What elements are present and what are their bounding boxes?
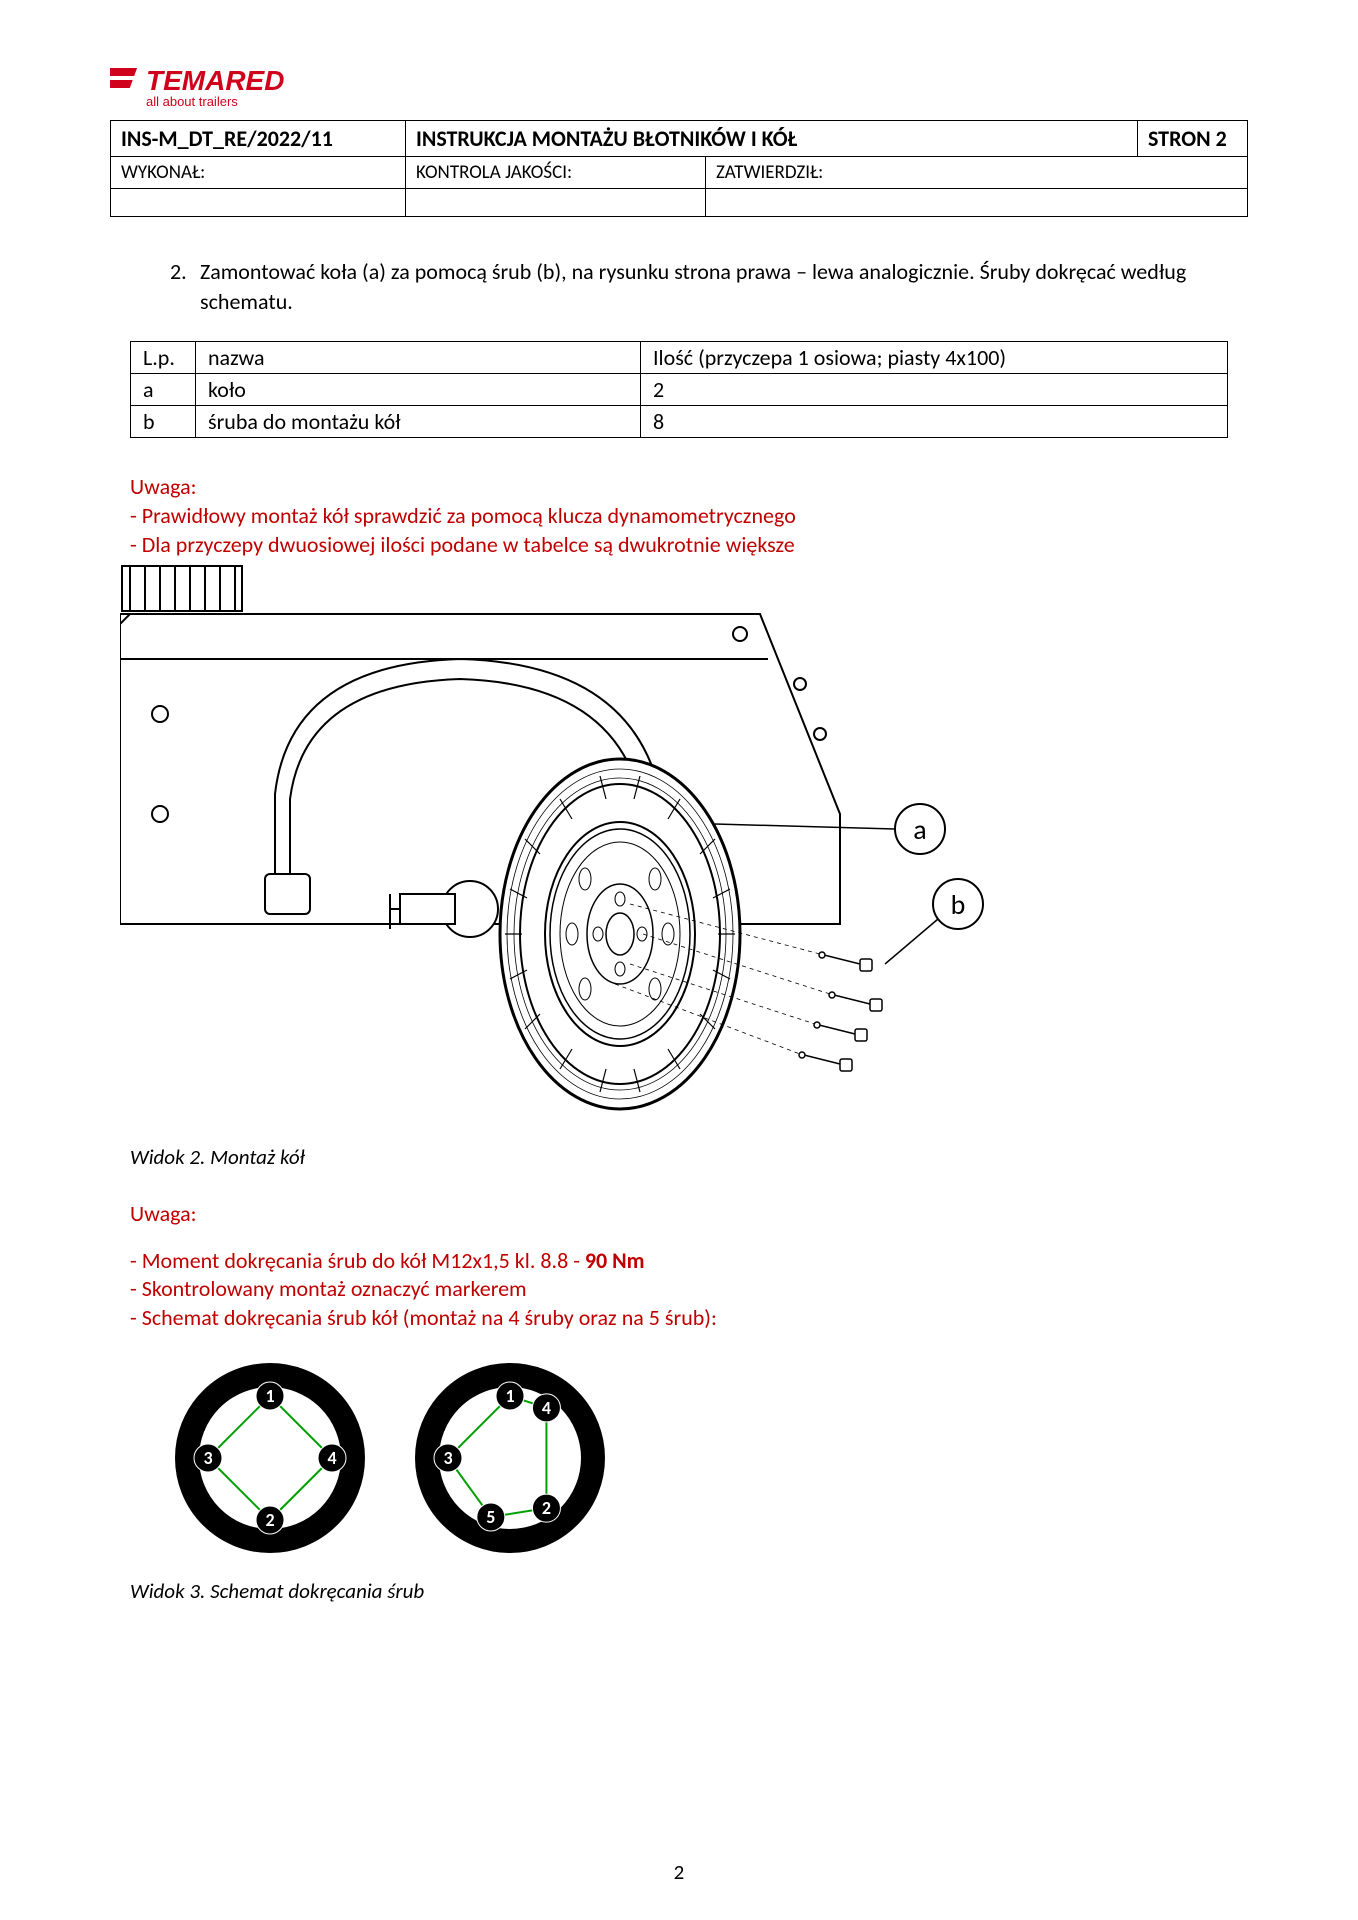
step-num: 2. [170,257,200,316]
header-zatwierdzil: ZATWIERDZIŁ: [706,157,1248,189]
svg-text:1: 1 [505,1385,514,1407]
parts-header-lp: L.p. [131,342,196,374]
step-text: Zamontować koła (a) za pomocą śrub (b), … [200,257,1228,316]
warning-2-line-1a: - Moment dokręcania śrub do kół M12x1,5 … [130,1247,585,1274]
parts-row-a-lp: a [131,374,196,406]
callout-b: b [885,879,983,964]
page-count: STRON 2 [1138,121,1248,157]
figure-wheel: a b [120,564,1228,1144]
parts-table: L.p. nazwa Ilość (przyczepa 1 osiowa; pi… [130,341,1228,438]
warning-1-line-2: - Dla przyczepy dwuosiowej ilości podane… [130,531,1228,560]
step-2: 2. Zamontować koła (a) za pomocą śrub (b… [130,257,1228,316]
logo-brand: TEMARED [146,65,284,96]
callout-a-label: a [913,812,926,847]
warning-2-line-1b: 90 Nm [585,1247,645,1274]
parts-row-b-ilosc: 8 [641,406,1228,438]
header-blank-3 [706,189,1248,217]
parts-row-a-nazwa: koło [196,374,641,406]
warning-1: Uwaga: - Prawidłowy montaż kół sprawdzić… [130,473,1228,559]
svg-text:3: 3 [443,1447,452,1469]
header-wykonal: WYKONAŁ: [111,157,406,189]
parts-header-nazwa: nazwa [196,342,641,374]
warning-2-line-3: - Schemat dokręcania śrub kół (montaż na… [130,1304,1228,1333]
parts-header-ilosc: Ilość (przyczepa 1 osiowa; piasty 4x100) [641,342,1228,374]
doc-id: INS-M_DT_RE/2022/11 [111,121,406,157]
svg-text:5: 5 [486,1505,495,1527]
warning-1-title: Uwaga: [130,473,1228,502]
torque-diagrams: 1 2 3 4 1 2 3 4 5 [170,1358,1228,1558]
warning-2-line-2: - Skontrolowany montaż oznaczyć markerem [130,1275,1228,1304]
page-number: 2 [0,1859,1358,1885]
svg-text:4: 4 [542,1396,551,1418]
logo: TEMARED all about trailers [110,60,1248,112]
torque-diagram-4: 1 2 3 4 [170,1358,370,1558]
header-kontrola: KONTROLA JAKOŚCI: [406,157,706,189]
parts-row-a-ilosc: 2 [641,374,1228,406]
torque-diagram-5: 1 2 3 4 5 [410,1358,610,1558]
logo-tagline: all about trailers [146,94,238,109]
fig1-caption: Widok 2. Montaż kół [130,1144,1228,1170]
parts-row-b-lp: b [131,406,196,438]
figure-wheel-svg: a b [120,564,1020,1144]
fig2-caption: Widok 3. Schemat dokręcania śrub [130,1578,1228,1604]
parts-row-b-nazwa: śruba do montażu kół [196,406,641,438]
doc-title: INSTRUKCJA MONTAŻU BŁOTNIKÓW I KÓŁ [406,121,1138,157]
warning-1-line-1: - Prawidłowy montaż kół sprawdzić za pom… [130,502,1228,531]
svg-text:1: 1 [265,1385,274,1407]
svg-text:2: 2 [542,1497,551,1519]
header-blank-2 [406,189,706,217]
callout-b-label: b [951,887,966,922]
logo-svg: TEMARED all about trailers [110,60,390,112]
svg-text:4: 4 [327,1447,336,1469]
warning-2: Uwaga: - Moment dokręcania śrub do kół M… [130,1200,1228,1332]
svg-text:2: 2 [265,1509,274,1531]
header-blank-1 [111,189,406,217]
warning-2-line-1: - Moment dokręcania śrub do kół M12x1,5 … [130,1247,1228,1276]
svg-text:3: 3 [203,1447,212,1469]
warning-2-title: Uwaga: [130,1200,1228,1229]
header-table: INS-M_DT_RE/2022/11 INSTRUKCJA MONTAŻU B… [110,120,1248,217]
